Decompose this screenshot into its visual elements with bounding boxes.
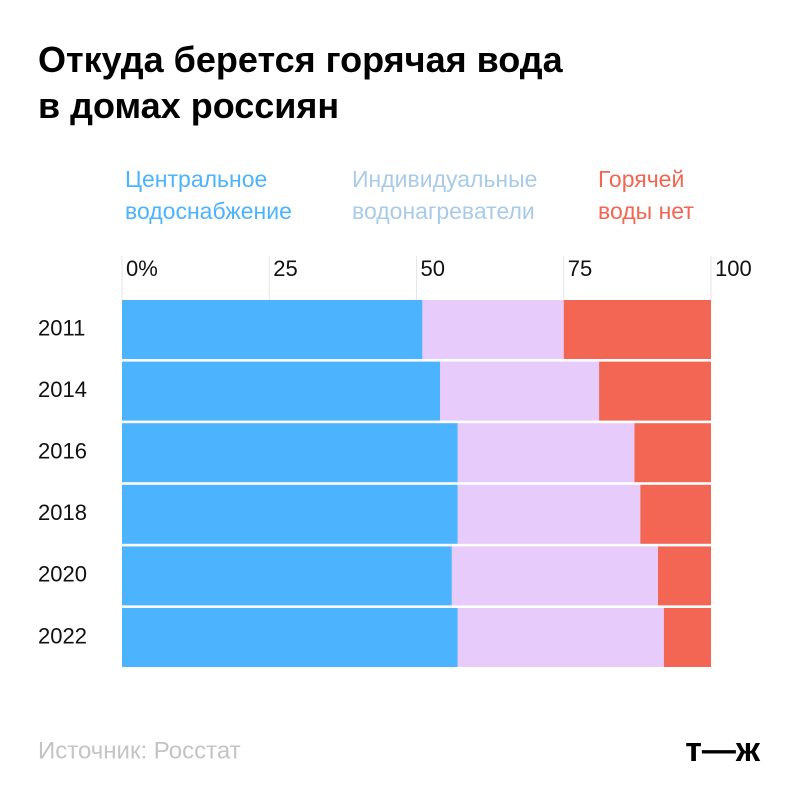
chart-title: Откуда берется горячая вода в домах росси…: [38, 39, 564, 126]
legend-label: Горячей воды нет: [598, 166, 694, 224]
bar-segment: [457, 423, 635, 483]
legend-label: Центральное водоснабжение: [125, 166, 292, 224]
bar-segment: [640, 484, 711, 544]
bar-segment: [122, 361, 441, 421]
y-tick-label: 2014: [38, 377, 87, 402]
bar-segment: [451, 546, 658, 606]
y-tick-label: 2020: [38, 562, 87, 587]
bar-segment: [599, 361, 711, 421]
y-tick-label: 2022: [38, 623, 87, 648]
bar-segment: [657, 546, 711, 606]
bar-segment: [457, 484, 641, 544]
bar-segment: [457, 608, 664, 667]
x-tick-label: 100: [715, 256, 752, 281]
x-tick-label: 25: [273, 256, 297, 281]
source: Источник: Росстат: [38, 737, 241, 764]
bar-segment: [122, 608, 458, 667]
bar-segment: [422, 300, 564, 359]
x-tick-label: 75: [568, 256, 592, 281]
bar-segment: [122, 546, 452, 606]
y-tick-label: 2016: [38, 439, 87, 464]
logo: т—ж: [685, 731, 761, 769]
bar-segment: [663, 608, 711, 667]
y-tick-label: 2018: [38, 500, 87, 525]
x-tick-label: 50: [421, 256, 445, 281]
y-tick-label: 2011: [38, 315, 85, 340]
bar-segment: [122, 484, 458, 544]
bar-segment: [634, 423, 711, 483]
bar-segment: [122, 300, 423, 359]
bar-segment: [563, 300, 711, 359]
x-tick-label: 0%: [126, 256, 158, 281]
bar-segment: [122, 423, 458, 483]
legend-label: Индивидуальные водонагреватели: [352, 166, 537, 224]
bar-segment: [440, 361, 600, 421]
